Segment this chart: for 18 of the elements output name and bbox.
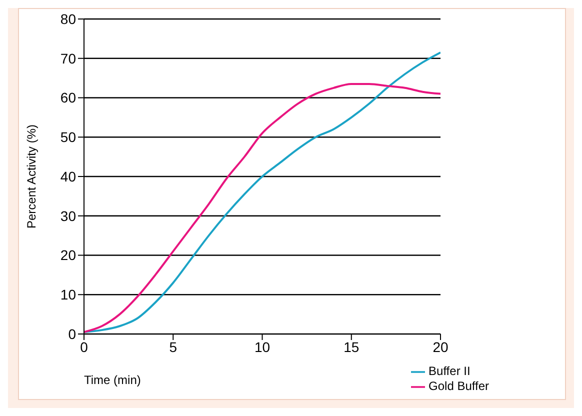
y-tick-label: 30 <box>60 208 76 224</box>
y-tick-label: 80 <box>60 10 76 27</box>
x-tick-label: 10 <box>254 338 270 355</box>
y-tick-label: 0 <box>68 326 76 342</box>
y-axis-title: Percent Activity (%) <box>24 124 38 229</box>
x-tick-label: 15 <box>344 338 360 355</box>
legend-label: Gold Buffer <box>428 379 489 394</box>
x-tick-label: 5 <box>169 338 178 355</box>
y-tick-label: 50 <box>60 129 76 146</box>
legend-label: Buffer II <box>428 364 470 378</box>
y-tick-label: 40 <box>60 168 76 184</box>
y-tick-label: 70 <box>60 50 76 66</box>
x-tick-label: 20 <box>432 338 449 355</box>
x-tick-label: 0 <box>80 338 88 355</box>
y-tick-label: 60 <box>60 90 76 106</box>
y-tick-label: 20 <box>60 247 76 264</box>
x-axis-title: Time (min) <box>84 373 141 387</box>
y-tick-label: 10 <box>60 286 76 303</box>
